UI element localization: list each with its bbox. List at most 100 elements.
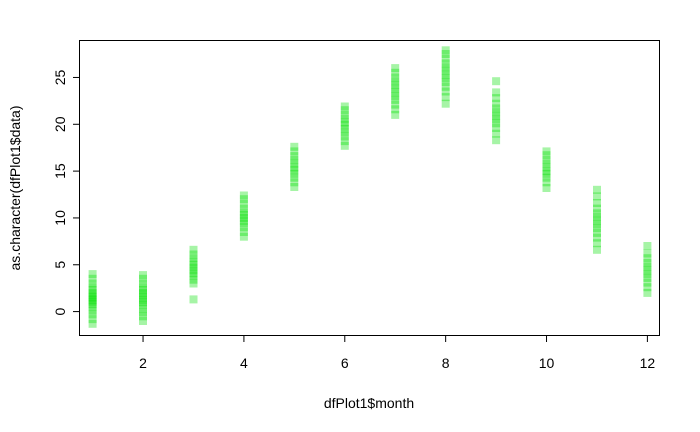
y-tick-label-15: 15 <box>52 163 68 179</box>
data-point-month-6-9 <box>340 106 349 115</box>
data-point-month-6-0 <box>340 141 349 150</box>
data-point-month-4-0 <box>239 232 248 241</box>
data-point-month-7-0 <box>391 110 400 119</box>
data-point-month-3-5 <box>189 266 198 275</box>
data-point-month-7-9 <box>391 73 400 82</box>
data-point-month-8-9 <box>441 59 450 68</box>
data-point-month-4-7 <box>239 208 248 217</box>
data-point-month-8-2 <box>441 87 450 96</box>
data-point-month-9-7 <box>492 104 501 113</box>
data-point-month-1-12 <box>88 286 97 294</box>
data-point-month-1-5 <box>88 300 97 309</box>
data-point-month-4-11 <box>239 191 248 200</box>
x-tick-label-4: 4 <box>240 355 248 371</box>
data-point-month-7-8 <box>391 77 400 86</box>
data-point-month-9-4 <box>492 115 501 124</box>
data-point-month-4-1 <box>239 228 248 236</box>
data-point-month-3-6 <box>189 263 198 272</box>
data-point-month-10-0 <box>542 184 551 192</box>
data-point-month-11-4 <box>593 224 601 233</box>
data-point-month-3-8 <box>189 258 198 266</box>
data-point-month-2-14 <box>139 271 147 280</box>
data-point-month-6-8 <box>340 110 349 119</box>
data-point-month-11-11 <box>593 192 601 201</box>
data-point-month-7-3 <box>391 95 400 104</box>
data-point-month-2-10 <box>139 286 147 294</box>
data-point-month-10-4 <box>542 167 551 176</box>
data-point-month-2-8 <box>139 290 147 299</box>
data-point-month-8-0 <box>441 99 450 108</box>
data-point-month-12-4 <box>643 270 652 279</box>
data-point-month-2-6 <box>139 296 147 305</box>
data-point-month-2-7 <box>139 293 147 302</box>
data-point-month-1-15 <box>88 274 97 283</box>
data-point-month-6-10 <box>340 102 349 111</box>
y-tick-label-5: 5 <box>52 261 68 269</box>
y-axis: 0 5 10 15 20 25 <box>52 69 80 315</box>
data-point-month-1-11 <box>88 288 97 297</box>
data-point-month-2-4 <box>139 301 147 309</box>
data-point-month-7-6 <box>391 84 400 93</box>
data-point-month-10-9 <box>542 147 551 156</box>
plot-area-frame <box>79 40 660 336</box>
data-point-month-2-13 <box>139 274 147 283</box>
x-axis-title: dfPlot1$month <box>324 395 414 411</box>
data-point-month-4-6 <box>239 211 248 220</box>
data-point-month-4-2 <box>239 223 248 232</box>
data-point-month-12-2 <box>643 278 652 287</box>
y-tick-label-10: 10 <box>52 210 68 226</box>
data-point-month-1-16 <box>88 270 97 279</box>
data-point-month-1-9 <box>88 292 97 301</box>
data-point-month-12-3 <box>643 273 652 282</box>
y-tick-label-25: 25 <box>52 69 68 85</box>
data-point-month-5-7 <box>290 155 299 164</box>
data-point-month-4-9 <box>239 199 248 208</box>
y-tick-label-20: 20 <box>52 116 68 132</box>
data-point-month-8-4 <box>441 78 450 87</box>
data-point-month-8-7 <box>441 66 450 75</box>
data-point-month-6-4 <box>340 125 349 133</box>
data-point-month-3-10 <box>189 250 198 259</box>
data-point-month-6-1 <box>340 137 349 146</box>
data-point-month-9-3 <box>492 119 501 128</box>
data-point-month-5-4 <box>290 166 299 175</box>
data-point-month-5-2 <box>290 173 299 182</box>
data-point-month-9-6 <box>492 108 501 117</box>
x-axis: 2 4 6 8 10 12 <box>139 335 655 371</box>
data-point-month-12-9 <box>643 249 652 258</box>
data-point-month-1-0 <box>88 319 97 328</box>
data-point-month-8-8 <box>441 63 450 72</box>
data-point-month-8-5 <box>441 74 450 83</box>
data-point-month-8-11 <box>441 50 450 58</box>
data-point-month-7-7 <box>391 81 400 89</box>
data-point-month-4-10 <box>239 195 248 204</box>
data-point-month-11-8 <box>593 209 601 218</box>
data-point-month-9-10 <box>492 88 501 97</box>
data-point-month-2-0 <box>139 317 147 325</box>
data-point-month-2-5 <box>139 298 147 307</box>
data-point-month-3-2 <box>189 275 198 284</box>
points-layer <box>88 46 652 328</box>
data-point-month-4-8 <box>239 204 248 213</box>
data-point-month-5-10 <box>290 142 299 151</box>
data-point-month-3-1 <box>189 279 198 288</box>
y-axis-title: as.character(dfPlot1$data) <box>7 106 23 271</box>
data-point-month-6-2 <box>340 132 349 141</box>
data-point-month-5-0 <box>290 183 299 191</box>
data-point-month-5-3 <box>290 169 299 178</box>
data-point-month-9-0 <box>492 136 501 145</box>
data-point-month-5-6 <box>290 159 299 168</box>
data-point-month-5-5 <box>290 163 299 172</box>
data-point-month-7-11 <box>391 64 400 73</box>
data-point-month-8-10 <box>441 54 450 63</box>
data-point-month-12-5 <box>643 266 652 275</box>
data-point-month-9-8 <box>492 99 501 108</box>
data-point-month-11-1 <box>593 239 601 248</box>
data-point-month-6-6 <box>340 118 349 127</box>
data-point-month-2-3 <box>139 304 147 313</box>
data-point-month-11-2 <box>593 233 601 242</box>
data-point-month-9-1 <box>492 129 501 138</box>
data-point-month-11-10 <box>593 199 601 207</box>
